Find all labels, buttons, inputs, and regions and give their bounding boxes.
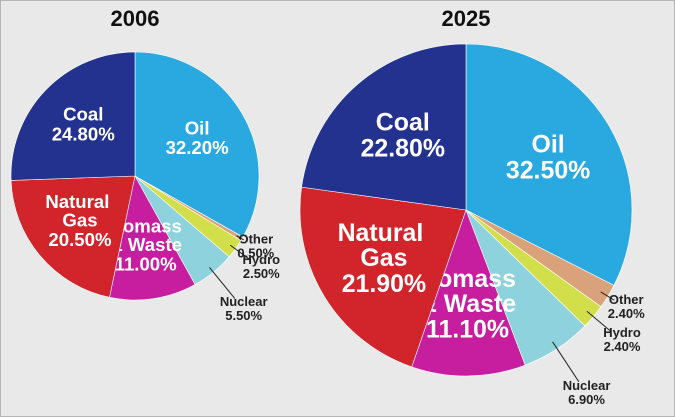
pie-slice — [299, 186, 467, 368]
pie-slice — [134, 51, 260, 238]
slice-label: Hydro — [603, 325, 641, 340]
slice-value: 2.40% — [604, 339, 641, 354]
leader-line — [552, 341, 580, 383]
slice-label: Natural Gas — [45, 191, 114, 231]
slice-value: 22.80% — [361, 134, 445, 162]
slice-value: 20.50% — [48, 229, 112, 250]
slice-value: 2.40% — [608, 306, 645, 321]
slice-label: Hydro — [243, 252, 281, 267]
slice-label: Nuclear — [220, 294, 268, 309]
slice-label: Coal — [63, 104, 103, 125]
slice-label: Oil — [185, 117, 210, 138]
pie-slice — [10, 175, 136, 298]
leader-line — [586, 310, 612, 333]
slice-value: 2.50% — [243, 266, 280, 281]
chart-title: 2025 — [442, 6, 491, 31]
leader-line — [600, 291, 615, 301]
slice-value: 32.50% — [506, 157, 590, 185]
slice-value: 6.90% — [568, 392, 605, 407]
slice-value: 21.90% — [342, 270, 426, 298]
slice-value: 11.00% — [115, 254, 178, 275]
slice-value: 5.50% — [225, 308, 262, 323]
chart-title: 2006 — [111, 6, 160, 31]
pie-slice — [465, 43, 633, 286]
pie-slice — [10, 51, 136, 181]
leader-line — [230, 244, 251, 260]
slice-value: 24.80% — [52, 123, 116, 144]
slice-value: 11.10% — [426, 316, 509, 344]
slice-label: Oil — [531, 131, 564, 159]
pie-slice — [411, 209, 526, 377]
slice-label: Coal — [376, 108, 430, 136]
slice-value: 32.20% — [166, 137, 230, 158]
slice-label: Other — [609, 292, 644, 307]
slice-label: Other — [238, 231, 273, 246]
slice-label: Nuclear — [563, 378, 611, 393]
leader-line — [236, 235, 244, 241]
pie-slice — [301, 43, 467, 211]
slice-label: Natural Gas — [338, 219, 431, 272]
leader-line — [208, 267, 236, 299]
pie-slice — [109, 175, 196, 301]
